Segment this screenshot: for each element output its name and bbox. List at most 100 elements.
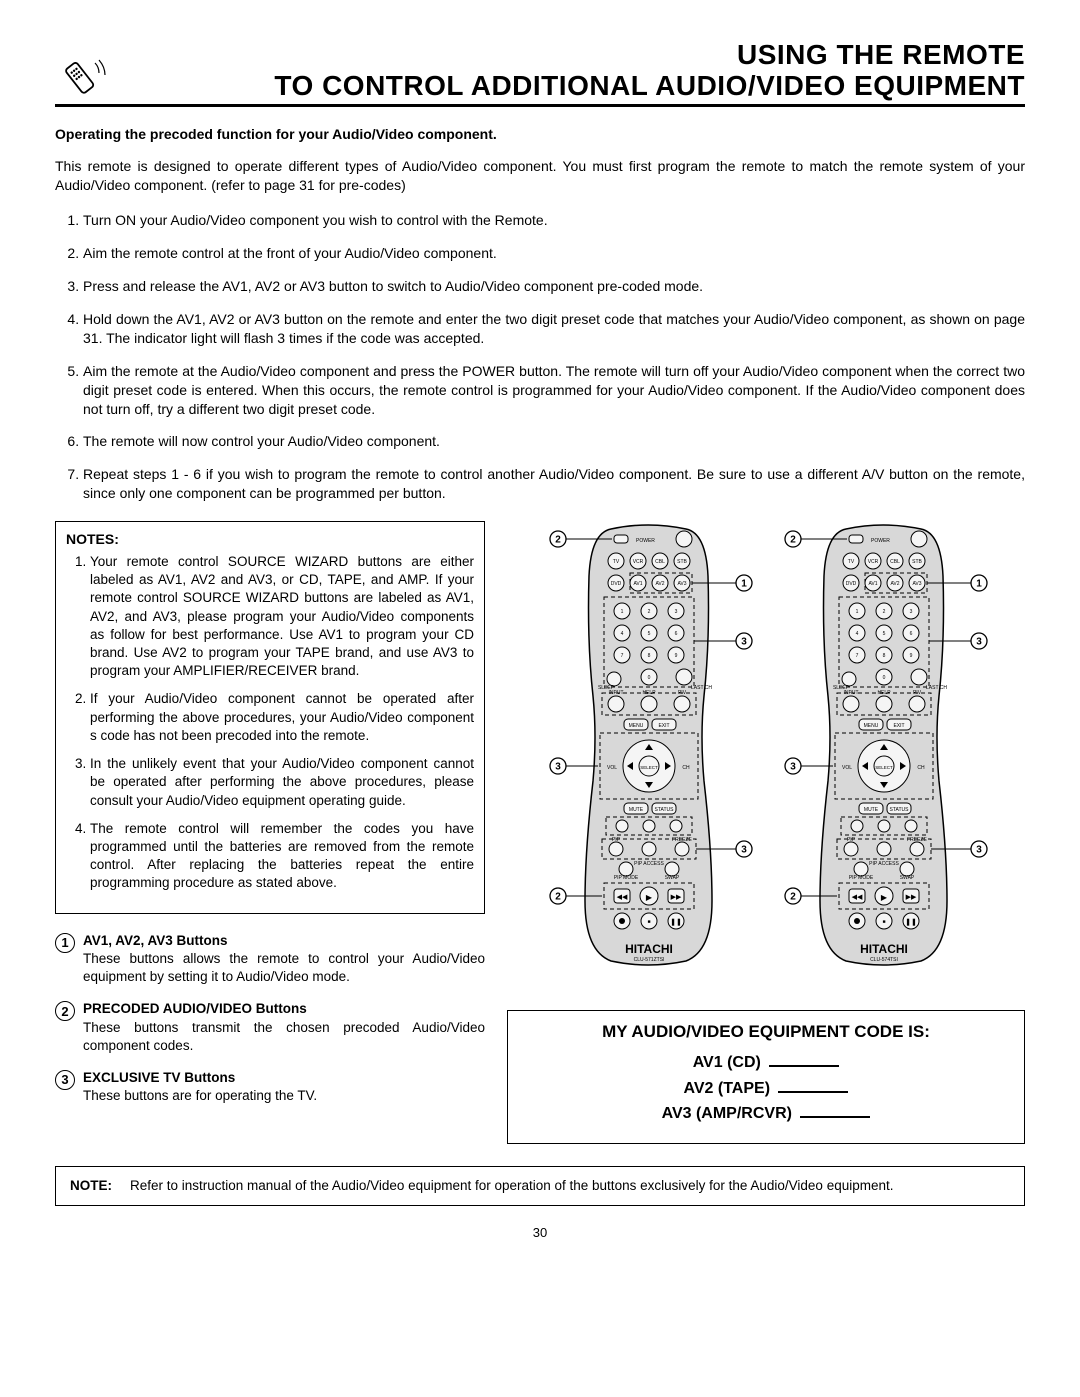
svg-text:VOL: VOL xyxy=(842,765,852,771)
svg-text:0: 0 xyxy=(883,675,886,681)
svg-text:❚❚: ❚❚ xyxy=(905,918,917,926)
svg-text:PIP ACCESS: PIP ACCESS xyxy=(634,861,664,867)
svg-text:▶▶: ▶▶ xyxy=(671,894,682,901)
callout-list: 1 AV1, AV2, AV3 Buttons These buttons al… xyxy=(55,932,485,1106)
svg-text:3: 3 xyxy=(910,609,913,615)
intro-paragraph: This remote is designed to operate diffe… xyxy=(55,157,1025,195)
step-item: The remote will now control your Audio/V… xyxy=(83,432,1025,451)
svg-text:SELECT: SELECT xyxy=(875,765,893,770)
svg-text:◀◀: ◀◀ xyxy=(852,894,863,901)
svg-text:AV3: AV3 xyxy=(677,581,686,587)
footer-note-text: Refer to instruction manual of the Audio… xyxy=(130,1177,1010,1195)
callout-title: PRECODED AUDIO/VIDEO Buttons xyxy=(83,1001,307,1016)
callout-text: These buttons are for operating the TV. xyxy=(83,1088,317,1103)
note-item: In the unlikely event that your Audio/Vi… xyxy=(90,755,474,810)
svg-text:6: 6 xyxy=(675,631,678,637)
svg-text:PIP: PIP xyxy=(847,837,856,843)
svg-text:INPUT: INPUT xyxy=(844,690,859,696)
svg-text:FREEZE: FREEZE xyxy=(907,837,927,843)
callout-item: 3 EXCLUSIVE TV Buttons These buttons are… xyxy=(55,1069,485,1105)
svg-text:5: 5 xyxy=(883,631,886,637)
svg-text:CH: CH xyxy=(917,765,925,771)
svg-text:7: 7 xyxy=(856,653,859,659)
callout-title: EXCLUSIVE TV Buttons xyxy=(83,1070,235,1085)
svg-text:2: 2 xyxy=(555,535,561,546)
svg-text:FREEZE: FREEZE xyxy=(672,837,692,843)
remote-diagrams: POWER2TVVCRCBLSTBDVDAV1AV2AV31123456789S… xyxy=(507,521,1025,996)
step-item: Press and release the AV1, AV2 or AV3 bu… xyxy=(83,277,1025,296)
svg-text:CLU-574TSI: CLU-574TSI xyxy=(870,957,898,963)
callout-title: AV1, AV2, AV3 Buttons xyxy=(83,933,228,948)
step-item: Aim the remote at the Audio/Video compon… xyxy=(83,362,1025,419)
svg-text:■: ■ xyxy=(882,919,885,925)
step-item: Aim the remote control at the front of y… xyxy=(83,244,1025,263)
svg-text:AV1: AV1 xyxy=(633,581,642,587)
code-blank xyxy=(800,1116,870,1118)
callout-text: These buttons transmit the chosen precod… xyxy=(83,1020,485,1053)
step-item: Hold down the AV1, AV2 or AV3 button on … xyxy=(83,310,1025,348)
svg-text:1: 1 xyxy=(621,609,624,615)
svg-text:◀◀: ◀◀ xyxy=(617,894,628,901)
code-box-title: MY AUDIO/VIDEO EQUIPMENT CODE IS: xyxy=(522,1021,1010,1044)
svg-text:AV1: AV1 xyxy=(868,581,877,587)
step-item: Repeat steps 1 - 6 if you wish to progra… xyxy=(83,465,1025,503)
svg-text:SWAP: SWAP xyxy=(900,875,915,881)
code-line: AV3 (AMP/RCVR) xyxy=(522,1101,1010,1127)
svg-text:EXIT: EXIT xyxy=(893,723,904,729)
svg-text:7: 7 xyxy=(621,653,624,659)
svg-text:LAST CH: LAST CH xyxy=(691,685,712,691)
callout-item: 2 PRECODED AUDIO/VIDEO Buttons These but… xyxy=(55,1000,485,1055)
svg-text:❚❚: ❚❚ xyxy=(670,918,682,926)
svg-text:VCR: VCR xyxy=(868,559,879,565)
title-line2: TO CONTROL ADDITIONAL AUDIO/VIDEO EQUIPM… xyxy=(274,70,1025,101)
page-title: USING THE REMOTE TO CONTROL ADDITIONAL A… xyxy=(119,40,1025,102)
equipment-code-box: MY AUDIO/VIDEO EQUIPMENT CODE IS: AV1 (C… xyxy=(507,1010,1025,1144)
svg-text:LAST CH: LAST CH xyxy=(926,685,947,691)
svg-text:2: 2 xyxy=(555,892,561,903)
callout-text: These buttons allows the remote to contr… xyxy=(83,951,485,984)
notes-list: Your remote control SOURCE WIZARD button… xyxy=(66,553,474,893)
svg-text:6: 6 xyxy=(910,631,913,637)
svg-text:3: 3 xyxy=(675,609,678,615)
notes-title: NOTES: xyxy=(66,530,474,549)
svg-text:MENU: MENU xyxy=(864,723,879,729)
svg-text:▶: ▶ xyxy=(646,893,653,902)
svg-text:MENU: MENU xyxy=(629,723,644,729)
remote-icon xyxy=(55,55,109,102)
svg-text:2: 2 xyxy=(648,609,651,615)
svg-text:HITACHI: HITACHI xyxy=(860,942,908,956)
svg-text:4: 4 xyxy=(856,631,859,637)
code-line: AV2 (TAPE) xyxy=(522,1076,1010,1102)
svg-text:PIP: PIP xyxy=(612,837,621,843)
svg-text:SELECT: SELECT xyxy=(640,765,658,770)
svg-text:2: 2 xyxy=(790,535,796,546)
svg-text:1: 1 xyxy=(741,579,747,590)
svg-text:MUTE: MUTE xyxy=(864,807,879,813)
subheading: Operating the precoded function for your… xyxy=(55,125,1025,144)
svg-text:PIP MODE: PIP MODE xyxy=(614,875,639,881)
svg-text:TV: TV xyxy=(613,559,620,565)
svg-text:SWAP: SWAP xyxy=(665,875,680,881)
svg-text:POWER: POWER xyxy=(871,538,890,544)
title-line1: USING THE REMOTE xyxy=(737,39,1025,70)
svg-text:PIP MODE: PIP MODE xyxy=(849,875,874,881)
callout-number: 2 xyxy=(55,1001,75,1021)
svg-text:1: 1 xyxy=(856,609,859,615)
svg-text:TV: TV xyxy=(848,559,855,565)
svg-text:3: 3 xyxy=(790,762,796,773)
svg-text:3: 3 xyxy=(976,845,982,856)
svg-text:3: 3 xyxy=(741,845,747,856)
remote-diagram-left: POWER2TVVCRCBLSTBDVDAV1AV2AV31123456789S… xyxy=(536,521,761,996)
svg-text:AV2: AV2 xyxy=(655,581,664,587)
footer-note: NOTE: Refer to instruction manual of the… xyxy=(55,1166,1025,1206)
steps-list: Turn ON your Audio/Video component you w… xyxy=(55,211,1025,503)
svg-text:HELP: HELP xyxy=(642,690,656,696)
svg-text:5: 5 xyxy=(648,631,651,637)
notes-box: NOTES: Your remote control SOURCE WIZARD… xyxy=(55,521,485,914)
svg-text:VCR: VCR xyxy=(633,559,644,565)
svg-text:3: 3 xyxy=(741,637,747,648)
page-header: USING THE REMOTE TO CONTROL ADDITIONAL A… xyxy=(55,40,1025,107)
note-item: If your Audio/Video component cannot be … xyxy=(90,690,474,745)
svg-text:3: 3 xyxy=(976,637,982,648)
code-blank xyxy=(769,1065,839,1067)
